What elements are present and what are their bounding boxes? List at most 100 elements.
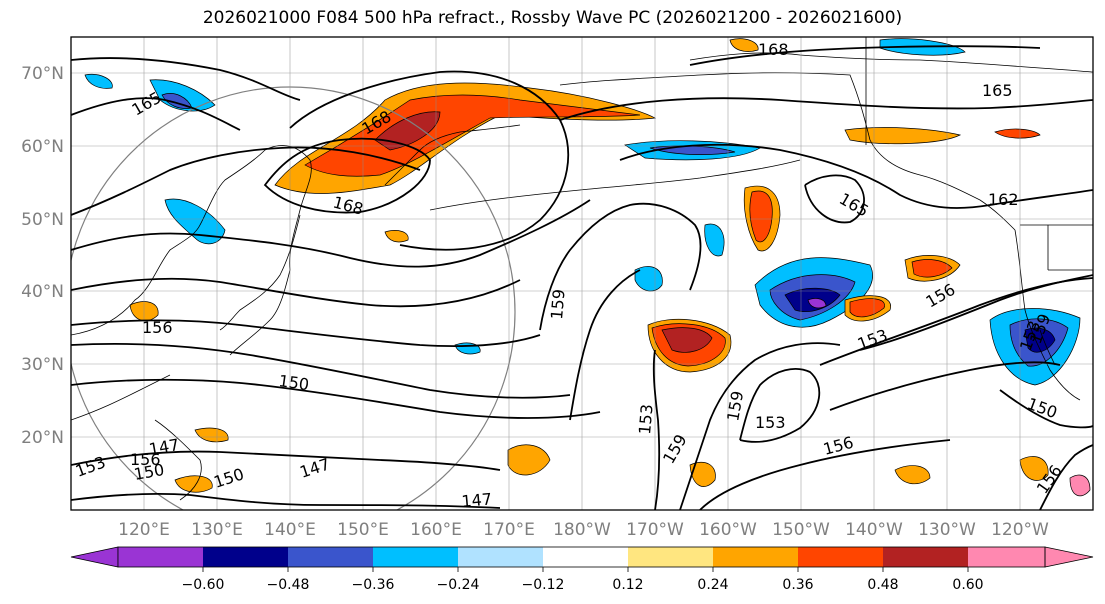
contour-line: [71, 199, 591, 268]
lon-label: 180°W: [553, 520, 611, 540]
anomaly-positive-tropical-east: [894, 465, 931, 485]
coastline-north-america-west: [1014, 229, 1081, 401]
lon-label: 140°E: [264, 520, 316, 540]
contour-line: [804, 174, 865, 224]
lon-label: 170°E: [483, 520, 535, 540]
contour-line: [679, 342, 841, 510]
colorbar-segment: [543, 547, 628, 567]
lon-label: 130°E: [191, 520, 243, 540]
contour-label: 156: [142, 318, 173, 337]
contour-line: [289, 70, 570, 251]
lat-label: 40°N: [21, 282, 64, 302]
colorbar-segment: [118, 547, 203, 567]
anomaly-positive-tropical-west: [507, 444, 551, 476]
lon-label: 140°W: [845, 520, 903, 540]
colorbar-tick-label: 0.60: [952, 577, 983, 593]
contour-line: [71, 146, 421, 216]
contour-label: 162: [988, 190, 1019, 209]
lat-label: 30°N: [21, 355, 64, 375]
anomaly-negative-arctic: [84, 74, 113, 89]
contour-line: [539, 202, 702, 331]
lon-label: 150°W: [772, 520, 830, 540]
contour-line: [71, 57, 301, 101]
colorbar-segment: [288, 547, 373, 567]
contour-line: [999, 389, 1093, 429]
anomaly-negative-south-alaska: [704, 223, 725, 257]
anomaly-strong-gulf-south: [749, 190, 773, 243]
colorbar-tick-label: 0.24: [697, 577, 728, 593]
map-frame: [70, 36, 1094, 511]
longitude-labels: 120°E 130°E 140°E 150°E 160°E 170°E 180°…: [118, 520, 1049, 540]
colorbar-segment: [968, 547, 1045, 567]
contour-line: [71, 319, 541, 348]
anomaly-strong-coast: [911, 259, 953, 278]
map-gridlines: [71, 37, 1093, 510]
border-canada-us: [865, 37, 1093, 271]
contour-line: [559, 97, 1093, 121]
contour-line: [71, 378, 601, 419]
contour-label: 147: [461, 489, 493, 511]
lon-label: 130°W: [918, 520, 976, 540]
contour-line: [71, 97, 241, 131]
anomaly-positive-west-pacific: [729, 38, 759, 52]
colorbar-tick-label: 0.36: [782, 577, 813, 593]
contour-label: 168: [758, 40, 789, 59]
lon-label: 170°W: [626, 520, 684, 540]
anomaly-negative-west-central: [634, 266, 663, 292]
coastline-japan: [219, 214, 301, 331]
coastline-alaska: [559, 72, 1016, 231]
contour-line: [71, 492, 501, 509]
lon-label: 160°W: [699, 520, 757, 540]
colorbar-extend-max: [1044, 546, 1094, 568]
contour-line: [739, 368, 821, 443]
contour-line: [569, 269, 641, 421]
coastline-baja: [1039, 329, 1056, 366]
map-title: 2026021000 F084 500 hPa refract., Rossby…: [202, 8, 903, 28]
contour-line: [859, 274, 1093, 351]
wave-anomaly-fill: [84, 38, 1091, 497]
anomaly-negative-mexico-peak: [1024, 327, 1056, 353]
colorbar-segment: [203, 547, 288, 567]
lon-label: 160°E: [410, 520, 462, 540]
anomaly-positive-extreme-southeast: [1069, 474, 1091, 497]
colorbar-ticks: [202, 567, 969, 572]
colorbar-segment: [373, 547, 458, 567]
colorbar-segment: [458, 547, 543, 567]
colorbar-segment: [883, 547, 968, 567]
coastline-aleutians: [429, 159, 801, 211]
colorbar-tick-label: −0.12: [522, 577, 565, 593]
colorbar-segment: [798, 547, 883, 567]
contour-label: 153: [635, 403, 657, 435]
contour-line: [619, 143, 1093, 209]
anomaly-positive-tropical-far-east: [1019, 456, 1049, 481]
lat-label: 70°N: [21, 64, 64, 84]
contour-line: [699, 439, 951, 510]
anomaly-negative-northeast-pacific-min: [807, 298, 827, 309]
colorbar-segment: [628, 547, 713, 567]
contour-line: [689, 45, 1041, 66]
coastlines: [71, 37, 1093, 501]
map-plot-area: 168 165 168 168 165 165 162 159 156 156 …: [71, 37, 1093, 511]
anomaly-positive-east-china: [174, 475, 213, 493]
lat-label: 50°N: [21, 210, 64, 230]
coastline-arctic: [689, 52, 1093, 73]
contour-line: [652, 349, 661, 510]
colorbar-tick-label: −0.48: [267, 577, 310, 593]
contour-label: 153: [755, 413, 786, 432]
lat-label: 20°N: [21, 428, 64, 448]
colorbar: −0.60 −0.48 −0.36 −0.24 −0.12 0.12 0.24 …: [70, 546, 1094, 593]
anomaly-positive-tropical-central: [689, 461, 716, 487]
contour-line: [71, 343, 571, 399]
anomaly-positive-aleutian-islands: [384, 230, 409, 243]
coastline-east-asia: [71, 145, 312, 356]
colorbar-segment: [713, 547, 798, 567]
contour-label: 165: [982, 81, 1013, 100]
contour-line: [263, 137, 431, 214]
coastline-kamchatka: [384, 124, 521, 186]
contour-line: [71, 277, 521, 308]
contour-label: 156: [130, 450, 161, 469]
lon-label: 120°E: [118, 520, 170, 540]
anomaly-negative-manchuria: [164, 198, 226, 245]
height-contours: [71, 45, 1093, 510]
